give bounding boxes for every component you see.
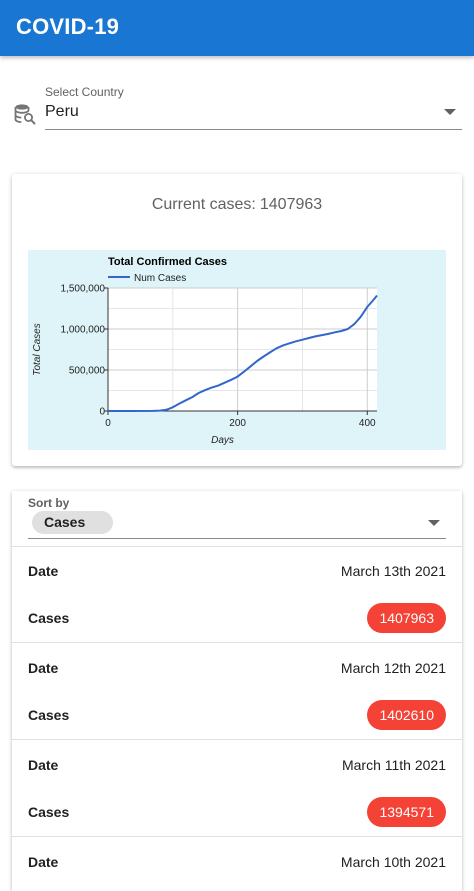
chart-card: Current cases: 1407963 0 500,000 1,000,000 1…: [12, 174, 462, 466]
sort-label: Sort by: [28, 496, 70, 510]
date-value: March 11th 2021: [341, 757, 446, 773]
list-item: Date March 13th 2021 Cases 1407963: [12, 546, 462, 643]
date-label: Date: [28, 563, 59, 579]
y-tick-label: 0: [99, 407, 105, 418]
x-axis-label: Days: [211, 435, 234, 446]
current-cases: Current cases: 1407963: [12, 196, 462, 214]
cases-line-chart: 0 500,000 1,000,000 1,500,000 0 200 400 Total C…: [28, 250, 446, 450]
y-axis-label: Total Cases: [32, 323, 43, 375]
sort-value-chip: Cases: [32, 511, 113, 534]
cases-badge: 1394571: [367, 797, 446, 827]
date-value: March 13th 2021: [340, 563, 446, 579]
country-selector: Select Country Peru: [14, 84, 462, 130]
cases-label: Cases: [28, 804, 70, 820]
x-tick-label: 400: [359, 418, 376, 429]
current-cases-label: Current cases:: [151, 196, 256, 213]
database-search-icon: [14, 103, 36, 125]
cases-label: Cases: [28, 707, 70, 723]
cases-label: Cases: [28, 610, 70, 626]
country-select-value: Peru: [45, 103, 79, 120]
app-title: COVID-19: [16, 14, 120, 39]
cases-badge: 1407963: [367, 603, 446, 633]
current-cases-value: 1407963: [259, 196, 323, 213]
sort-select[interactable]: Sort by Cases: [28, 491, 446, 539]
country-select[interactable]: Select Country Peru: [45, 84, 462, 130]
date-label: Date: [28, 854, 59, 870]
x-tick-label: 200: [229, 418, 246, 429]
y-tick-label: 1,000,000: [61, 325, 106, 336]
chevron-down-icon: [428, 520, 440, 526]
list-item: Date March 12th 2021 Cases 1402610: [12, 643, 462, 740]
app-bar: COVID-19: [0, 0, 474, 56]
legend-label: Num Cases: [134, 273, 186, 284]
x-tick-label: 0: [105, 418, 111, 429]
cases-badge: 1402610: [367, 700, 446, 730]
cases-list-card: Sort by Cases Date March 13th 2021 Cases…: [12, 491, 462, 891]
date-label: Date: [28, 660, 59, 676]
date-value: March 10th 2021: [340, 854, 446, 870]
y-tick-label: 500,000: [69, 366, 106, 377]
y-tick-label: 1,500,000: [61, 284, 106, 295]
date-value: March 12th 2021: [340, 660, 446, 676]
chart-title: Total Confirmed Cases: [108, 256, 227, 268]
list-item: Date March 11th 2021 Cases 1394571: [12, 740, 462, 837]
series-line-num-cases: [108, 294, 378, 412]
date-label: Date: [28, 757, 59, 773]
records-list: Date March 13th 2021 Cases 1407963 Date …: [12, 546, 462, 891]
divider: [12, 546, 462, 547]
chevron-down-icon: [444, 109, 456, 115]
list-item: Date March 10th 2021: [12, 837, 462, 891]
country-select-label: Select Country: [45, 85, 124, 99]
